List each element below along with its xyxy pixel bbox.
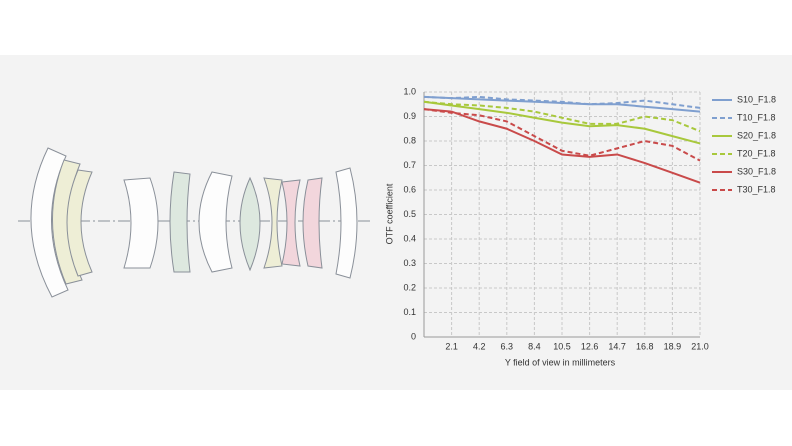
- legend-label: T30_F1.8: [737, 184, 776, 194]
- y-tick-label: 0.3: [403, 258, 416, 268]
- x-tick-label: 12.6: [581, 341, 599, 351]
- x-tick-label: 10.5: [553, 341, 571, 351]
- y-axis-label: OTF coefficient: [384, 183, 394, 244]
- lens-element: [302, 177, 323, 269]
- y-tick-label: 0.9: [403, 111, 416, 121]
- x-axis-label: Y field of view in millimeters: [505, 357, 616, 367]
- y-tick-label: 0: [411, 331, 416, 341]
- legend-label: S30_F1.8: [737, 166, 776, 176]
- y-tick-label: 0.2: [403, 282, 416, 292]
- series-line: [423, 95, 701, 109]
- y-tick-label: 0.6: [403, 184, 416, 194]
- x-tick-label: 21.0: [691, 341, 709, 351]
- x-tick-label: 16.8: [636, 341, 654, 351]
- lens-element: [30, 147, 69, 298]
- legend-label: S20_F1.8: [737, 130, 776, 140]
- series-line: [423, 108, 701, 184]
- legend-label: S10_F1.8: [737, 94, 776, 104]
- x-tick-label: 8.4: [528, 341, 541, 351]
- series-line: [423, 100, 701, 145]
- lens-element: [335, 167, 358, 279]
- legend-label: T10_F1.8: [737, 112, 776, 122]
- lens-element: [263, 177, 283, 269]
- series-line: [423, 100, 701, 133]
- lens-element: [169, 171, 191, 273]
- x-tick-label: 6.3: [501, 341, 514, 351]
- x-tick-label: 14.7: [608, 341, 626, 351]
- y-tick-label: 0.7: [403, 160, 416, 170]
- lens-element: [239, 176, 261, 272]
- y-tick-label: 0.1: [403, 307, 416, 317]
- y-tick-label: 0.4: [403, 233, 416, 243]
- series-line: [423, 108, 701, 162]
- y-tick-label: 0.5: [403, 209, 416, 219]
- y-tick-label: 1.0: [403, 86, 416, 96]
- x-tick-label: 18.9: [664, 341, 682, 351]
- x-tick-label: 2.1: [445, 341, 458, 351]
- lens-diagram: [18, 147, 372, 298]
- x-tick-label: 4.2: [473, 341, 486, 351]
- legend-label: T20_F1.8: [737, 148, 776, 158]
- lens-element: [198, 171, 233, 273]
- lens-element: [281, 179, 301, 267]
- lens-element: [66, 169, 93, 277]
- lens-element: [123, 177, 159, 269]
- series-line: [423, 95, 701, 113]
- y-tick-label: 0.8: [403, 135, 416, 145]
